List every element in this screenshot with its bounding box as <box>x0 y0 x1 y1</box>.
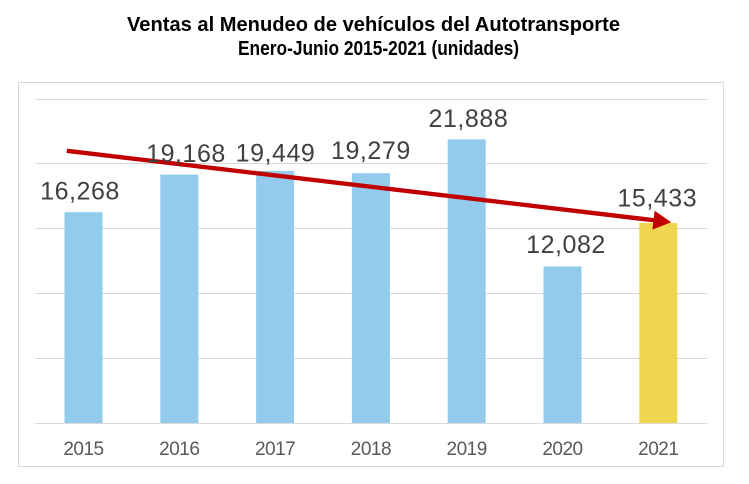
svg-text:21,888: 21,888 <box>429 105 509 133</box>
svg-text:2015: 2015 <box>63 439 103 460</box>
svg-text:15,433: 15,433 <box>617 185 697 213</box>
svg-text:2017: 2017 <box>255 439 295 460</box>
svg-text:12,082: 12,082 <box>526 231 606 259</box>
svg-text:19,279: 19,279 <box>331 137 411 165</box>
svg-text:2021: 2021 <box>638 439 678 460</box>
svg-text:2019: 2019 <box>447 439 487 460</box>
svg-text:Enero-Junio 2015-2021 (unidade: Enero-Junio 2015-2021 (unidades) <box>238 37 519 60</box>
svg-text:2016: 2016 <box>159 439 199 460</box>
svg-text:2018: 2018 <box>351 439 391 460</box>
svg-text:19,449: 19,449 <box>236 140 316 168</box>
svg-text:16,268: 16,268 <box>40 178 120 206</box>
svg-text:2020: 2020 <box>542 439 582 460</box>
svg-text:19,168: 19,168 <box>146 140 226 168</box>
svg-text:Ventas al Menudeo de vehículos: Ventas al Menudeo de vehículos del Autot… <box>127 13 620 36</box>
